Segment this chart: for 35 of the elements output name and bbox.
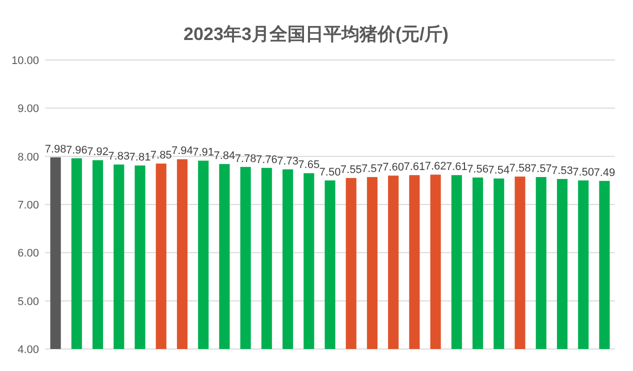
data-label: 7.92: [87, 146, 108, 158]
data-label: 7.60: [382, 162, 404, 174]
data-label: 7.81: [129, 151, 151, 164]
data-label: 7.73: [277, 155, 298, 168]
data-label: 7.58: [509, 162, 531, 175]
data-label: 7.61: [446, 161, 468, 174]
data-label: 7.65: [298, 159, 320, 172]
data-label: 7.85: [150, 150, 172, 162]
data-label: 7.50: [572, 166, 594, 178]
y-tick-label: 5.00: [18, 296, 39, 308]
y-tick-label: 10.00: [11, 55, 39, 67]
data-label: 7.94: [172, 145, 193, 158]
y-tick-label: 6.00: [18, 248, 39, 260]
y-tick-label: 7.00: [18, 200, 39, 212]
data-label: 7.54: [488, 164, 510, 176]
data-label: 7.56: [467, 164, 488, 176]
data-label: 7.61: [404, 161, 426, 174]
data-label: 7.91: [192, 146, 214, 159]
data-label: 7.76: [256, 154, 278, 166]
data-label: 7.57: [530, 163, 552, 176]
y-tick-label: 9.00: [18, 103, 39, 116]
data-label: 7.62: [424, 160, 446, 173]
data-label: 7.78: [234, 152, 256, 165]
y-tick-label: 8.00: [18, 151, 39, 164]
data-label: 7.83: [108, 150, 130, 163]
y-tick-label: 4.00: [18, 344, 39, 356]
data-label: 7.55: [340, 164, 362, 176]
data-label: 7.84: [214, 150, 236, 162]
data-label: 7.57: [362, 163, 383, 176]
data-label: 7.49: [594, 166, 616, 179]
data-label: 7.98: [44, 143, 66, 156]
chart-title: 2023年3月全国日平均猪价(元/斤): [183, 24, 449, 44]
data-label: 7.50: [319, 166, 341, 178]
data-label: 7.53: [552, 164, 573, 177]
data-label: 7.96: [66, 144, 88, 156]
